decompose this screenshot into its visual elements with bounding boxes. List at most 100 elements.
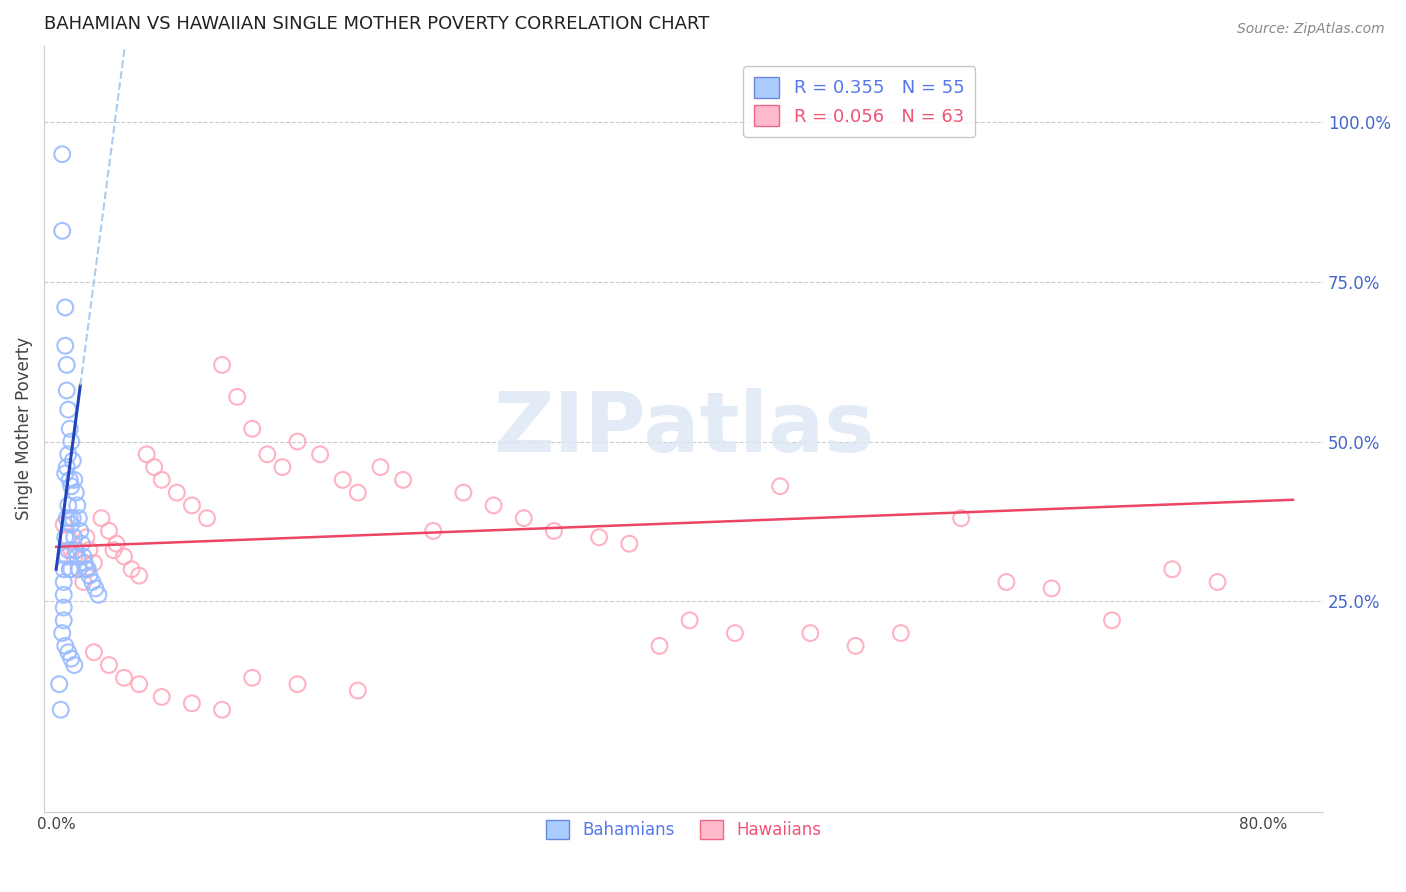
Point	[84, 582, 107, 596]
Point	[55, 384, 77, 398]
Point	[150, 473, 173, 487]
Point	[1161, 562, 1184, 576]
Point	[648, 639, 671, 653]
Point	[58, 447, 80, 461]
Point	[211, 703, 233, 717]
Point	[195, 511, 218, 525]
Point	[309, 447, 332, 461]
Point	[72, 574, 94, 589]
Point	[59, 562, 82, 576]
Point	[112, 549, 135, 564]
Point	[121, 562, 143, 576]
Point	[543, 524, 565, 538]
Point	[769, 479, 792, 493]
Point	[76, 562, 98, 576]
Point	[226, 390, 249, 404]
Point	[51, 626, 73, 640]
Point	[52, 517, 75, 532]
Point	[55, 549, 77, 564]
Point	[52, 613, 75, 627]
Point	[63, 658, 86, 673]
Point	[67, 562, 90, 576]
Point	[271, 460, 294, 475]
Point	[370, 460, 392, 475]
Point	[51, 147, 73, 161]
Point	[724, 626, 747, 640]
Point	[103, 543, 125, 558]
Point	[105, 537, 128, 551]
Point	[422, 524, 444, 538]
Point	[63, 473, 86, 487]
Y-axis label: Single Mother Poverty: Single Mother Poverty	[15, 337, 32, 520]
Point	[588, 530, 610, 544]
Point	[69, 524, 91, 538]
Point	[211, 358, 233, 372]
Point	[799, 626, 821, 640]
Point	[60, 562, 83, 576]
Point	[166, 485, 188, 500]
Point	[75, 562, 97, 576]
Point	[845, 639, 868, 653]
Point	[59, 422, 82, 436]
Point	[55, 358, 77, 372]
Point	[72, 549, 94, 564]
Point	[995, 574, 1018, 589]
Point	[53, 530, 76, 544]
Point	[53, 301, 76, 315]
Point	[619, 537, 641, 551]
Point	[98, 524, 121, 538]
Point	[347, 485, 370, 500]
Point	[256, 447, 278, 461]
Legend: Bahamians, Hawaiians: Bahamians, Hawaiians	[538, 814, 828, 846]
Point	[112, 671, 135, 685]
Point	[59, 473, 82, 487]
Point	[98, 658, 121, 673]
Point	[65, 485, 87, 500]
Point	[60, 434, 83, 449]
Point	[49, 703, 72, 717]
Point	[83, 556, 105, 570]
Point	[63, 549, 86, 564]
Point	[52, 600, 75, 615]
Point	[240, 422, 263, 436]
Point	[135, 447, 157, 461]
Point	[66, 549, 89, 564]
Text: Source: ZipAtlas.com: Source: ZipAtlas.com	[1237, 22, 1385, 37]
Point	[67, 562, 90, 576]
Point	[55, 460, 77, 475]
Point	[1040, 582, 1063, 596]
Point	[950, 511, 973, 525]
Point	[82, 574, 104, 589]
Point	[287, 677, 309, 691]
Point	[347, 683, 370, 698]
Point	[79, 543, 101, 558]
Point	[60, 517, 83, 532]
Point	[52, 574, 75, 589]
Point	[53, 339, 76, 353]
Point	[453, 485, 475, 500]
Point	[181, 499, 204, 513]
Text: BAHAMIAN VS HAWAIIAN SINGLE MOTHER POVERTY CORRELATION CHART: BAHAMIAN VS HAWAIIAN SINGLE MOTHER POVER…	[44, 15, 710, 33]
Point	[143, 460, 166, 475]
Point	[128, 677, 150, 691]
Point	[65, 543, 87, 558]
Point	[58, 543, 80, 558]
Point	[55, 511, 77, 525]
Point	[51, 224, 73, 238]
Point	[181, 696, 204, 710]
Point	[59, 511, 82, 525]
Point	[60, 651, 83, 665]
Point	[70, 537, 93, 551]
Point	[60, 479, 83, 493]
Point	[1101, 613, 1123, 627]
Point	[83, 645, 105, 659]
Point	[482, 499, 505, 513]
Point	[513, 511, 536, 525]
Point	[73, 556, 96, 570]
Point	[128, 568, 150, 582]
Point	[150, 690, 173, 704]
Point	[53, 639, 76, 653]
Point	[75, 530, 97, 544]
Point	[90, 511, 112, 525]
Point	[58, 645, 80, 659]
